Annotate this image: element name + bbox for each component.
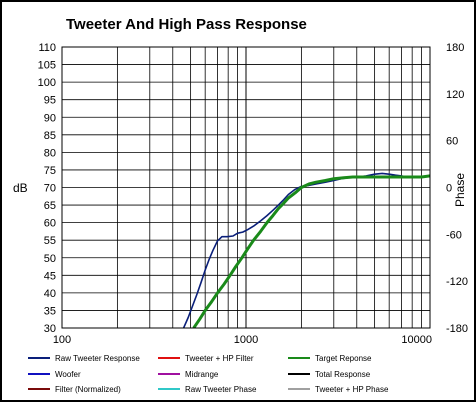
legend-label: Tweeter + HP Phase: [315, 385, 389, 394]
y2-axis-label: Phase: [453, 173, 467, 207]
y-tick-label: 100: [38, 77, 56, 89]
y2-tick-label: -60: [446, 229, 462, 241]
y-tick-label: 110: [38, 42, 56, 54]
legend-label: Raw Tweeter Response: [55, 354, 140, 363]
y-tick-label: 85: [44, 130, 56, 142]
legend-label: Total Response: [315, 370, 371, 379]
y-tick-label: 55: [44, 235, 56, 247]
series-line: [182, 172, 430, 328]
y-tick-label: 40: [44, 288, 56, 300]
x-tick-label: 1000: [234, 334, 258, 346]
y2-tick-label: -120: [446, 276, 468, 288]
legend-label: Woofer: [55, 370, 81, 379]
y2-tick-label: 120: [446, 89, 464, 101]
y-axis-label: dB: [13, 181, 28, 195]
x-tick-label: 10000: [401, 334, 432, 346]
y-tick-label: 105: [38, 60, 56, 72]
y-tick-label: 50: [44, 253, 56, 265]
legend-label: Target Reponse: [315, 354, 372, 363]
legend-label: Raw Tweeter Phase: [185, 385, 257, 394]
series-line: [192, 174, 430, 328]
y2-tick-label: -180: [446, 323, 468, 335]
plot-border: [61, 46, 431, 329]
legend-label: Tweeter + HP Filter: [185, 354, 254, 363]
legend-label: Midrange: [185, 370, 219, 379]
y-axis-ticks: 110 105 100 95 90 85 80 75 70 65 60 55 50 45 40 35 30: [38, 42, 56, 335]
y-tick-label: 35: [44, 305, 56, 317]
y-tick-label: 65: [44, 200, 56, 212]
y-tick-label: 70: [44, 183, 56, 195]
y2-tick-label: 60: [446, 136, 458, 148]
legend-label: Filter (Normalized): [55, 385, 121, 394]
y2-axis-ticks: 180 120 60 0 -60 -120 -180: [446, 42, 468, 335]
y-tick-label: 30: [44, 323, 56, 335]
series-layer: [182, 172, 430, 328]
x-tick-label: 100: [53, 334, 71, 346]
y-tick-label: 45: [44, 270, 56, 282]
grid: [61, 46, 430, 329]
y2-tick-label: 0: [446, 183, 452, 195]
y2-tick-label: 180: [446, 42, 464, 54]
y-tick-label: 60: [44, 218, 56, 230]
x-axis-ticks: 100 1000 10000: [53, 334, 432, 346]
y-tick-label: 75: [44, 165, 56, 177]
y-tick-label: 90: [44, 112, 56, 124]
y-tick-label: 80: [44, 147, 56, 159]
legend: Raw Tweeter Response Tweeter + HP Filter T…: [28, 354, 389, 394]
chart-title: Tweeter And High Pass Response: [66, 16, 307, 33]
y-tick-label: 95: [44, 95, 56, 107]
